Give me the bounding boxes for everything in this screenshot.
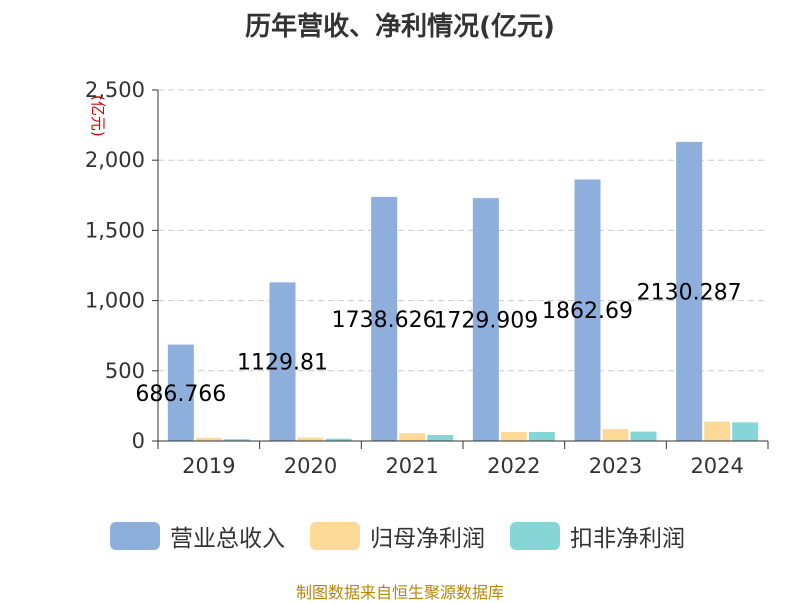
- y-tick-label: 2,000: [85, 148, 145, 172]
- bar-series-0[interactable]: [167, 344, 194, 441]
- bar-series-0[interactable]: [371, 196, 398, 441]
- y-tick-label: 2,500: [85, 78, 145, 102]
- data-label: 2130.287: [637, 280, 742, 305]
- legend-label-revenue: 营业总收入: [170, 526, 285, 552]
- legend-item-revenue[interactable]: 营业总收入: [110, 518, 285, 554]
- bar-series-2[interactable]: [223, 439, 250, 441]
- legend-swatch-deducted-net-profit: [510, 522, 560, 550]
- bars: [167, 141, 759, 441]
- bar-series-2[interactable]: [528, 432, 555, 441]
- legend-item-deducted-net-profit[interactable]: 扣非净利润: [510, 518, 685, 554]
- bar-series-0[interactable]: [676, 141, 703, 441]
- bar-series-1[interactable]: [500, 432, 527, 441]
- axes: 0 500 1,000 1,500 2,000 2,500 2019 2020 2021 2022…: [85, 78, 769, 478]
- data-label: 1862.69: [542, 299, 633, 324]
- data-label: 1129.81: [237, 351, 328, 376]
- bar-series-1[interactable]: [602, 429, 629, 441]
- y-tick-label: 1,500: [85, 218, 145, 242]
- bar-series-2[interactable]: [427, 434, 454, 441]
- y-tick-label: 0: [132, 429, 145, 453]
- legend-item-net-profit[interactable]: 归母净利润: [310, 518, 485, 554]
- bar-series-0[interactable]: [574, 179, 601, 441]
- bar-series-2[interactable]: [732, 422, 759, 441]
- x-tick-label: 2020: [284, 454, 337, 478]
- x-tick-label: 2024: [690, 454, 743, 478]
- y-tick-label: 1,000: [85, 289, 145, 313]
- bar-series-1[interactable]: [399, 433, 426, 441]
- legend-swatch-revenue: [110, 522, 160, 550]
- bar-series-1[interactable]: [297, 437, 324, 441]
- bar-series-0[interactable]: [269, 282, 296, 441]
- legend-label-net-profit: 归母净利润: [370, 526, 485, 552]
- bar-series-0[interactable]: [472, 198, 499, 441]
- y-axis-unit-label: (亿元): [89, 95, 107, 137]
- chart-title: 历年营收、净利情况(亿元): [245, 12, 555, 42]
- data-label: 686.766: [135, 382, 226, 407]
- legend-swatch-net-profit: [310, 522, 360, 550]
- data-label: 1729.909: [433, 309, 538, 334]
- data-source-note: 制图数据来自恒生聚源数据库: [295, 583, 504, 602]
- x-tick-label: 2019: [182, 454, 235, 478]
- data-label: 1738.626: [332, 308, 437, 333]
- bar-series-1[interactable]: [704, 421, 731, 441]
- x-tick-label: 2021: [385, 454, 438, 478]
- x-tick-label: 2022: [487, 454, 540, 478]
- legend-label-deducted-net-profit: 扣非净利润: [570, 526, 685, 552]
- legend: 营业总收入 归母净利润 扣非净利润: [0, 518, 800, 554]
- y-tick-label: 500: [105, 359, 145, 383]
- x-tick-label: 2023: [589, 454, 642, 478]
- bar-series-2[interactable]: [325, 438, 352, 441]
- bar-series-1[interactable]: [195, 437, 222, 441]
- bar-series-2[interactable]: [630, 431, 657, 441]
- gridlines: [158, 89, 768, 372]
